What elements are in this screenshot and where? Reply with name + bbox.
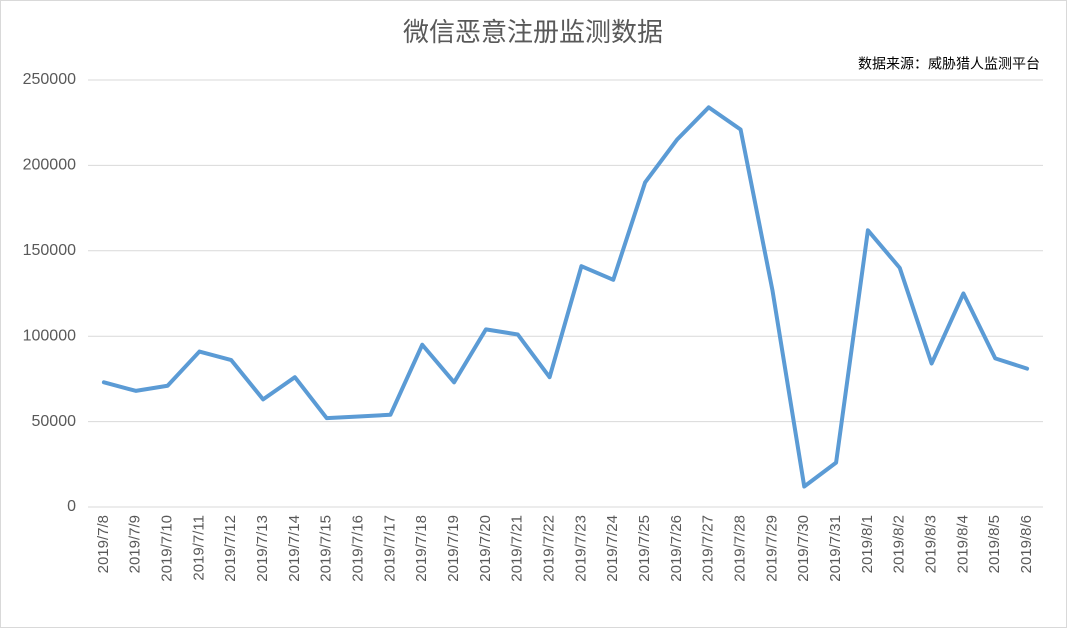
x-tick-label: 2019/7/15 xyxy=(318,515,335,582)
x-tick-label: 2019/7/9 xyxy=(127,515,144,573)
x-tick-label: 2019/8/3 xyxy=(923,515,940,573)
y-tick-label: 0 xyxy=(67,498,76,515)
x-tick-label: 2019/7/27 xyxy=(700,515,717,582)
x-tick-label: 2019/8/1 xyxy=(859,515,876,573)
x-tick-label: 2019/7/31 xyxy=(827,515,844,582)
x-tick-label: 2019/7/26 xyxy=(668,515,685,582)
y-tick-label: 50000 xyxy=(32,413,77,430)
x-tick-label: 2019/7/22 xyxy=(541,515,558,582)
annotation: 数据来源：威胁猎人监测平台 xyxy=(858,56,1040,72)
y-tick-label: 100000 xyxy=(23,327,76,344)
x-tick-label: 2019/7/30 xyxy=(795,515,812,582)
x-tick-label: 2019/7/21 xyxy=(509,515,526,582)
x-tick-label: 2019/7/29 xyxy=(763,515,780,582)
x-tick-label: 2019/7/14 xyxy=(286,515,303,582)
x-tick-label: 2019/7/13 xyxy=(254,515,271,582)
y-tick-label: 250000 xyxy=(23,71,76,88)
x-tick-label: 2019/7/19 xyxy=(445,515,462,582)
x-tick-label: 2019/7/28 xyxy=(732,515,749,582)
x-tick-label: 2019/7/20 xyxy=(477,515,494,582)
x-tick-label: 2019/7/23 xyxy=(572,515,589,582)
y-tick-label: 150000 xyxy=(23,242,76,259)
x-tick-label: 2019/7/10 xyxy=(159,515,176,582)
x-tick-label: 2019/7/16 xyxy=(350,515,367,582)
y-tick-label: 200000 xyxy=(23,157,76,174)
x-tick-label: 2019/7/24 xyxy=(604,515,621,582)
x-tick-label: 2019/8/6 xyxy=(1018,515,1035,573)
data-line xyxy=(101,105,1030,489)
x-tick-label: 2019/7/12 xyxy=(222,515,239,582)
x-tick-label: 2019/7/8 xyxy=(95,515,112,573)
x-tick-label: 2019/8/4 xyxy=(954,515,971,573)
x-tick-label: 2019/7/18 xyxy=(413,515,430,582)
x-tick-label: 2019/8/5 xyxy=(986,515,1003,573)
x-tick-label: 2019/8/2 xyxy=(891,515,908,573)
x-tick-label: 2019/7/25 xyxy=(636,515,653,582)
x-tick-label: 2019/7/17 xyxy=(381,515,398,582)
x-tick-label: 2019/7/11 xyxy=(190,515,207,581)
chart-title: 微信恶意注册监测数据 xyxy=(403,17,663,47)
